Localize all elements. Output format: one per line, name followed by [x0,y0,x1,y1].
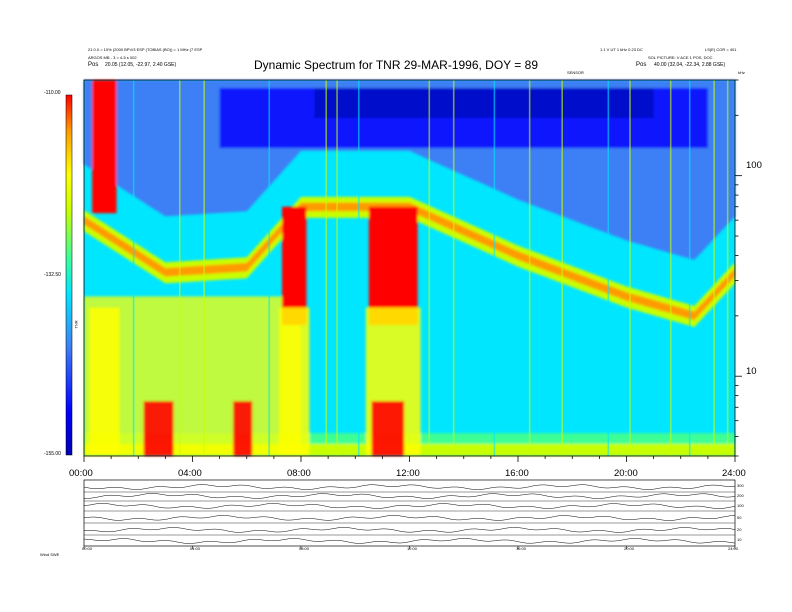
header-right-pos-label: Pos [636,62,647,68]
header-left-pos-value: 20.05 (12.05, -22.97, 2.40 GSE) [105,62,177,68]
lower-time-tick-0: 00:00 [82,546,93,551]
vertical-streak [357,80,360,456]
lower-trace [83,484,736,490]
header-corner-tag: kHz [738,70,745,75]
chart-title: Dynamic Spectrum for TNR 29-MAR-1996, DO… [254,58,538,72]
colorbar [65,94,73,456]
lower-right-label-1: 200 [737,493,744,498]
x-tick-5: 20:00 [614,468,638,479]
lower-right-label-5: 10 [737,537,742,542]
lowfreq-red-patch [371,401,405,456]
lower-trace [83,493,736,499]
x-tick-3: 12:00 [396,468,420,479]
lower-trace [83,503,736,509]
intense-burst [92,80,117,214]
x-tick-1: 04:00 [178,468,202,479]
lower-time-tick-2: 08:00 [299,546,310,551]
header-left-line1: 21 0.0 = 10% (2000 BPV/3 ESP (TOBIAS (BO… [88,47,203,52]
vertical-streak [336,80,338,456]
vertical-streak [268,80,271,456]
lower-right-label-2: 100 [737,503,744,508]
lower-right-label-3: 50 [737,515,742,520]
burst-lowfreq [279,307,310,456]
vertical-streak [629,80,631,456]
vertical-streak [561,80,563,456]
header-right-line1: 1.1 V UT 1 kHz 0.23 DC [600,47,643,52]
lowfreq-red-patch [233,401,253,456]
header-right-id: LS(E) COR = 401 [705,47,737,52]
intense-burst [282,206,307,326]
x-tick-6: 24:00 [722,468,746,479]
vertical-streak [428,80,431,456]
header-left-line2: ARGOS MB - 3 = 4-5 s 002 [88,55,137,60]
header-center-tag: SENSOR [567,70,584,75]
header-right-line2: SOL PICTURE: V ACE 1 POS, DOC [648,55,713,60]
lower-time-tick-1: 04:00 [190,546,201,551]
x-tick-0: 00:00 [69,468,93,479]
x-tick-4: 16:00 [505,468,529,479]
burst-lowfreq [89,307,120,456]
vertical-streak [325,80,328,456]
lower-right-label-0: 300 [737,483,744,488]
vertical-streak [452,80,455,456]
early-yellow-region [84,296,301,456]
y-tick-100: 100 [746,160,762,171]
vertical-streak [178,80,181,456]
x-tick-2: 08:00 [287,468,311,479]
lower-footer: Wind SWE [40,552,60,557]
header-right-pos-value: 40.00 (32.04, -22.34, 2.88 GSE) [654,62,726,68]
lower-time-tick-6: 24:00 [728,546,739,551]
lower-time-tick-5: 20:00 [624,546,635,551]
colorbar-tick-bottom: -155.00 [44,451,61,457]
vertical-streak [528,80,531,456]
colorbar-tick-top: -110.00 [44,90,61,96]
vertical-streak [203,80,205,456]
vertical-streak [713,80,715,456]
colorbar-tick-mid: -132.50 [44,272,61,278]
vertical-streak [726,80,729,456]
lower-trace [83,538,736,544]
lower-right-label-4: 20 [737,527,742,532]
vertical-streak [493,80,496,456]
vertical-streak [132,80,135,456]
lower-time-tick-4: 16:00 [516,546,527,551]
y-tick-10: 10 [746,366,757,377]
lower-trace [83,515,735,521]
vertical-streak [607,80,610,456]
lower-panel-frame [83,479,736,547]
vertical-streak [669,80,672,456]
intense-burst [368,206,418,326]
darkest-region [314,88,654,118]
lower-trace [83,527,736,533]
header-left-pos-label: Pos [88,62,99,68]
lowfreq-red-patch [143,401,174,456]
spectrogram [84,80,735,456]
lower-panel [83,479,736,549]
vertical-streak [688,80,691,456]
lower-time-tick-3: 12:00 [407,546,418,551]
